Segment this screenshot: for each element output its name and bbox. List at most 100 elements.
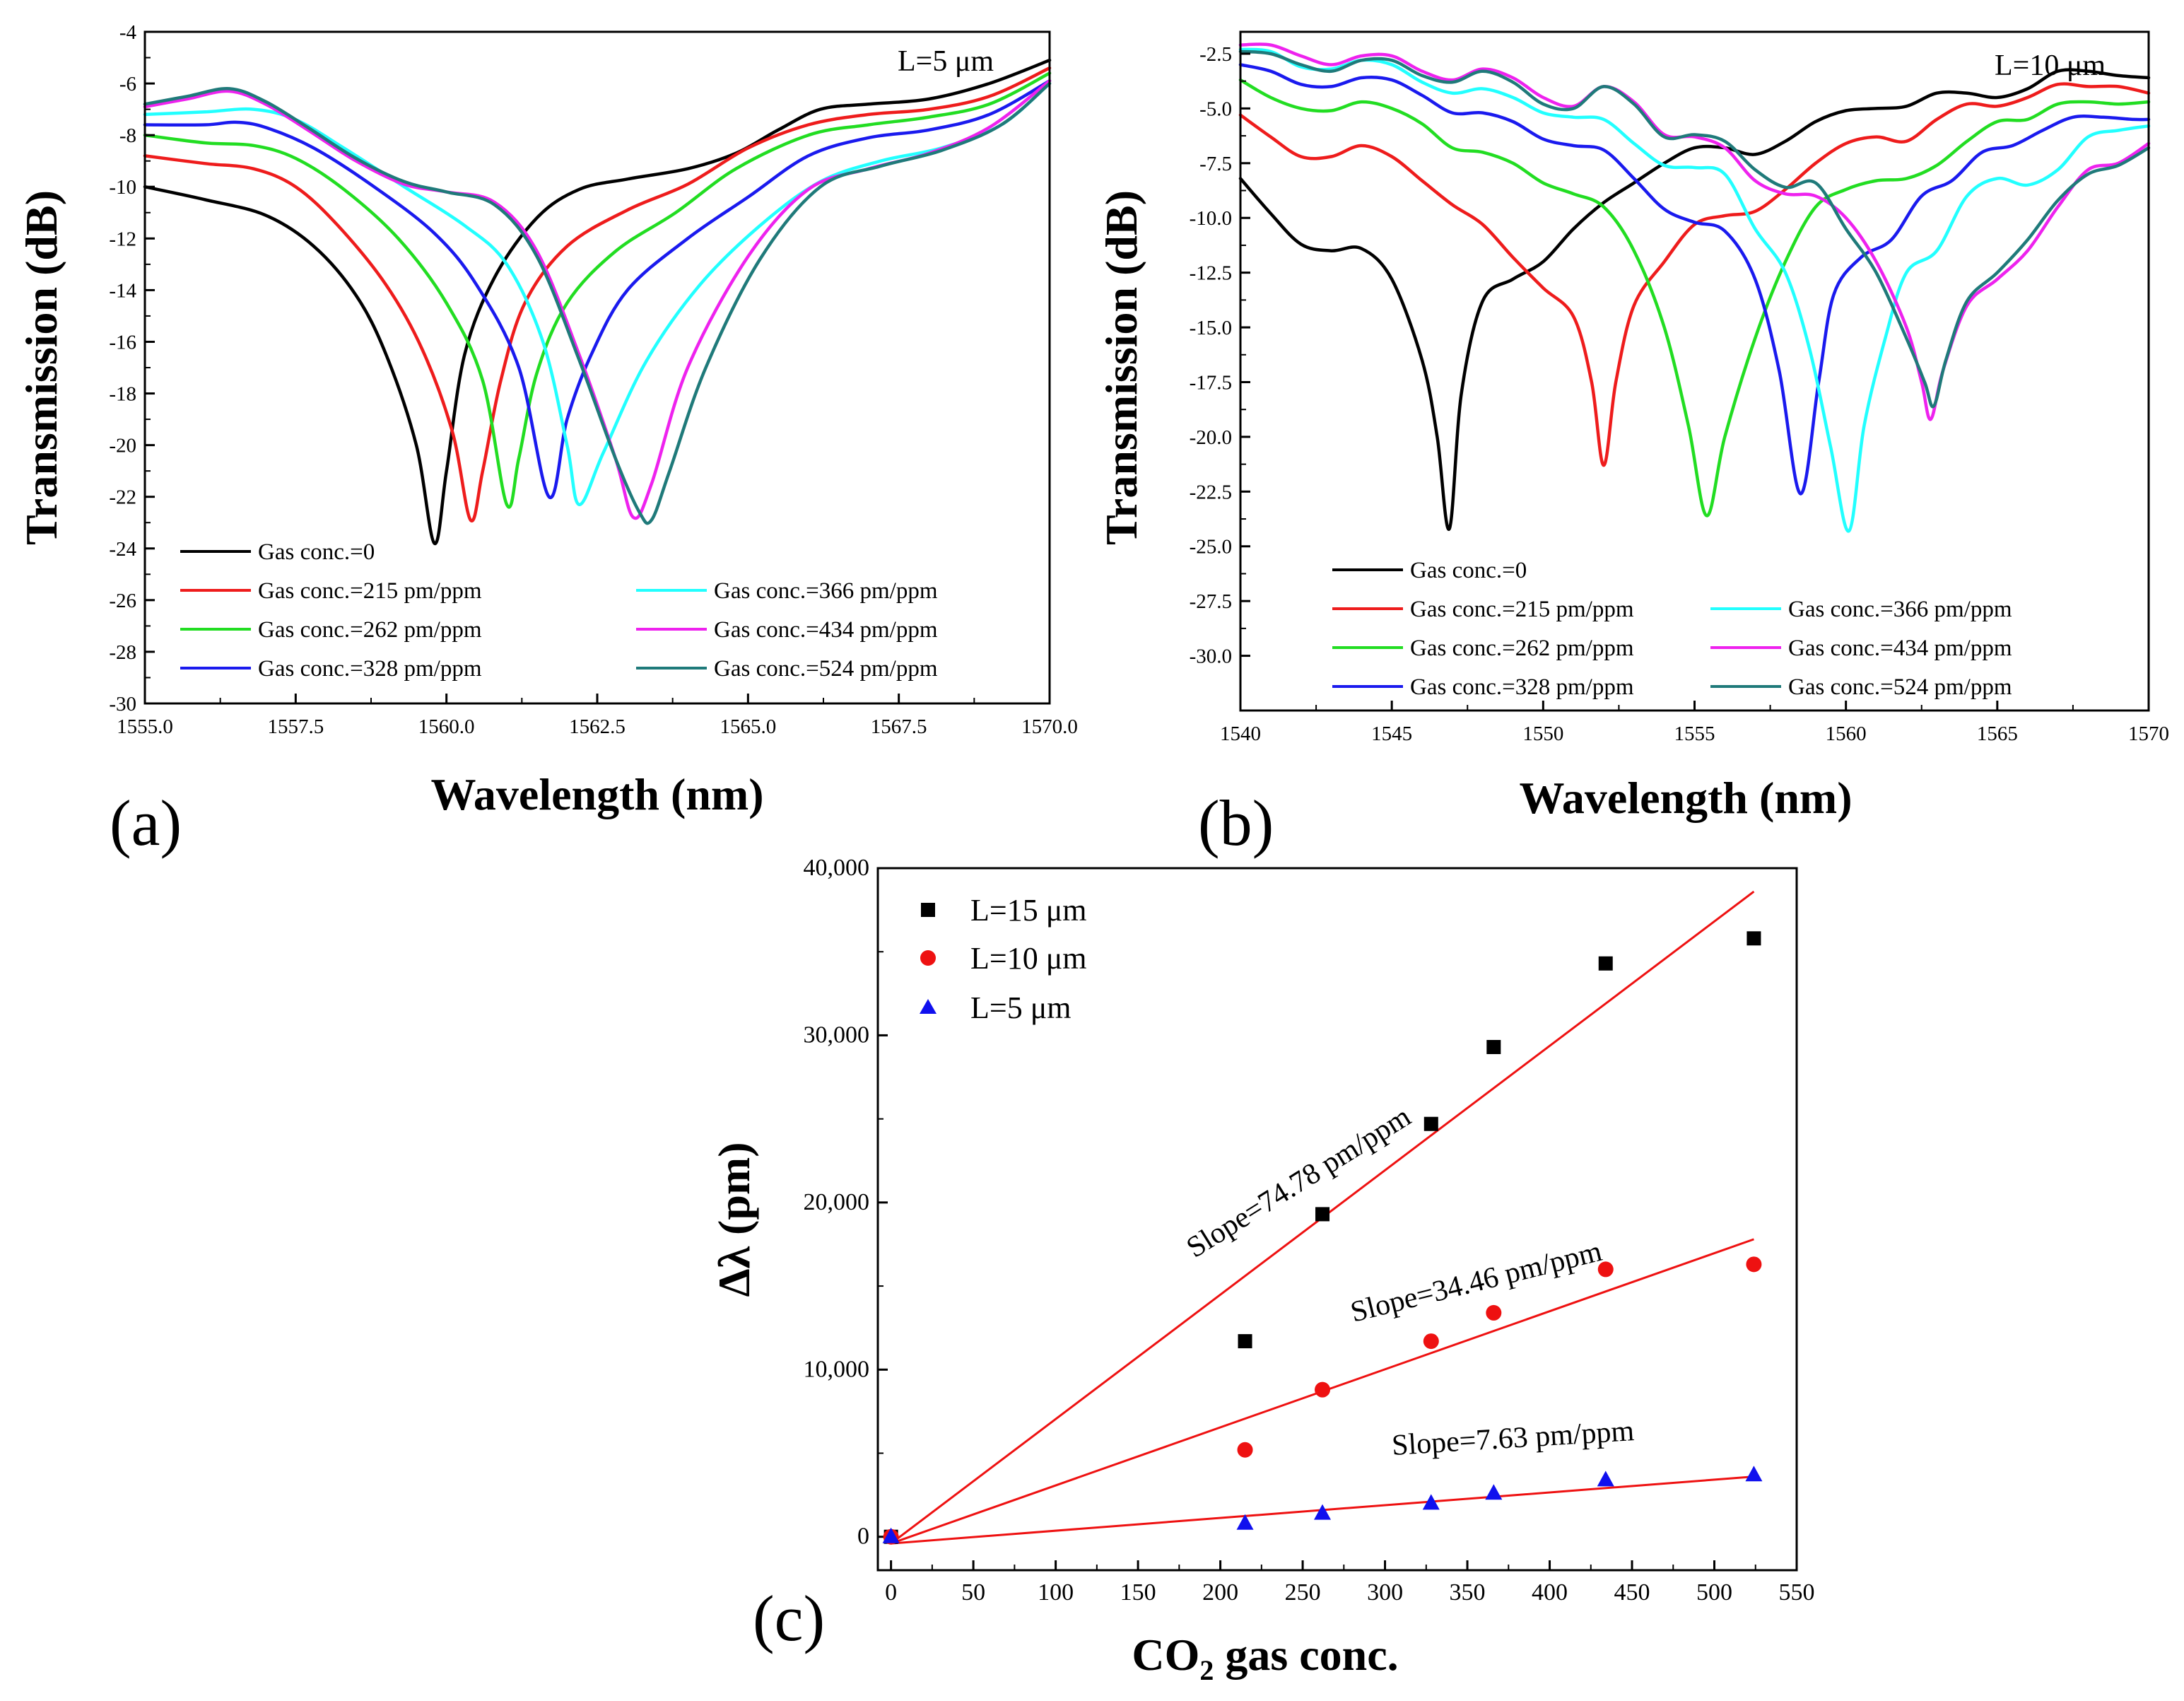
panel-b-legend-label-0: Gas conc.=0 [1410,558,1527,583]
panel-c-point-square [1315,1207,1330,1222]
panel-a-legend-label-4: Gas conc.=366 pm/ppm [714,578,938,604]
panel-b-legend-label-2: Gas conc.=262 pm/ppm [1410,636,1634,661]
panel-a-y-tick-label: -16 [109,331,136,353]
panel-a-series-lines [143,58,1052,545]
panel-c-point-circle [1423,1333,1439,1350]
panel-a-legend: Gas conc.=0 Gas conc.=215 pm/ppm Gas con… [180,539,938,682]
panel-a-y-tick-label: -24 [109,538,136,561]
panel-c-point-triangle [1485,1484,1503,1500]
panel-c-x-tick-label: 150 [1120,1579,1156,1606]
panel-c-x-tick-label: 350 [1450,1579,1486,1606]
panel-c-y-tick-label: 10,000 [804,1356,870,1382]
panel-c-x-tick-label: 200 [1202,1579,1238,1606]
panel-a-y-tick-label: -14 [109,279,136,302]
panel-c-legend-marker-2 [920,999,937,1014]
panel-b-y-tick-label: -17.5 [1190,371,1232,394]
panel-c-x-tick-label: 0 [885,1579,897,1606]
panel-b-plot-frame [1239,30,2150,712]
panel-a-x-tick-label: 1567.5 [871,715,927,738]
panel-a-x-tick-label: 1562.5 [569,715,626,738]
panel-b-y-tick-label: -12.5 [1190,262,1232,285]
panel-b-x-tick-label: 1570 [2128,723,2169,745]
panel-c-ticks: 0 50 100 150 200 250 300 350 400 450 500 550 0 10,000… [804,855,1815,1606]
panel-b-y-tick-label: -22.5 [1190,481,1232,503]
panel-a-series-line-2 [143,71,1052,509]
panel-b-y-tick-label: -2.5 [1199,43,1232,66]
panel-a-y-tick-label: -10 [109,176,136,199]
panel-b-x-tick-label: 1540 [1220,723,1261,745]
panel-a-series-line-4 [143,81,1052,506]
panel-b-annotation: L=10 μm [1995,49,2106,82]
panel-a-x-tick-label: 1560.0 [418,715,475,738]
panel-c-x-tick-label: 550 [1779,1579,1815,1606]
panel-a-series-line-0 [143,58,1052,545]
panel-b-legend-label-5: Gas conc.=434 pm/ppm [1788,636,2012,661]
panel-c-point-triangle [1422,1494,1440,1510]
panel-a-legend-label-5: Gas conc.=434 pm/ppm [714,617,938,643]
panel-b-legend-label-6: Gas conc.=524 pm/ppm [1788,674,2012,700]
panel-c-point-square [1486,1039,1501,1054]
panel-c-point-circle [1486,1304,1502,1321]
panel-a-x-tick-label: 1570.0 [1021,715,1078,738]
panel-a-x-tick-label: 1555.0 [117,715,173,738]
panel-b-y-tick-label: -10.0 [1190,207,1232,230]
panel-c-x-axis-label: CO2 gas conc. [1132,1630,1398,1686]
panel-c-point-square [1238,1334,1252,1349]
panel-a-y-tick-label: -20 [109,435,136,457]
panel-b-x-tick-label: 1565 [1977,723,2018,745]
panel-b-legend: Gas conc.=0 Gas conc.=215 pm/ppm Gas con… [1332,558,2012,700]
panel-a-legend-label-6: Gas conc.=524 pm/ppm [714,656,938,682]
panel-c-legend-label-2: L=5 μm [970,990,1072,1025]
panel-c-x-tick-label: 50 [961,1579,985,1606]
panel-a-y-tick-label: -26 [109,590,136,612]
panel-c-point-square [1423,1116,1438,1131]
panel-c-x-axis-label-main: CO [1132,1630,1199,1680]
panel-b-y-tick-label: -15.0 [1190,317,1232,339]
panel-c-point-triangle [882,1527,900,1543]
panel-b-y-tick-label: -27.5 [1190,590,1232,613]
panel-b-label: (b) [1198,787,1274,859]
panel-a-series-line-3 [143,79,1052,499]
panel-b-x-axis-label: Wavelength (nm) [1519,773,1852,823]
panel-c-legend-label-1: L=10 μm [970,941,1087,976]
panel-c-point-circle [1315,1381,1331,1398]
panel-c-legend-marker-0 [921,903,935,917]
panel-b-legend-label-1: Gas conc.=215 pm/ppm [1410,597,1634,622]
panel-a-y-tick-label: -22 [109,486,136,509]
panel-b-y-tick-label: -5.0 [1199,98,1232,120]
panel-b-y-tick-label: -25.0 [1190,536,1232,559]
panel-a-x-tick-label: 1565.0 [720,715,776,738]
panel-a-legend-label-1: Gas conc.=215 pm/ppm [258,578,482,604]
panel-a-y-tick-label: -28 [109,641,136,664]
panel-a-y-tick-label: -18 [109,383,136,406]
panel-b-x-tick-label: 1550 [1522,723,1563,745]
panel-a: 1555.0 1557.5 1560.0 1562.5 1565.0 1567.5 1570… [16,21,1078,859]
panel-c-legend: L=15 μm L=10 μm L=5 μm [920,893,1087,1025]
panel-b-series-line-5 [1238,42,2151,421]
panel-b: 1540 1545 1550 1555 1560 1565 1570 -2.5 -5.0 -7.5… [1096,30,2169,859]
panel-a-ticks: 1555.0 1557.5 1560.0 1562.5 1565.0 1567.5 1570… [109,21,1078,738]
panel-b-legend-label-4: Gas conc.=366 pm/ppm [1788,597,2012,622]
panel-c-x-axis-label-sub: 2 [1199,1654,1214,1686]
panel-c-x-tick-label: 450 [1614,1579,1650,1606]
panel-a-legend-label-0: Gas conc.=0 [258,539,375,565]
panel-a-y-tick-label: -6 [119,73,136,95]
panel-a-x-axis-label: Wavelength (nm) [430,769,763,819]
panel-a-legend-label-2: Gas conc.=262 pm/ppm [258,617,482,643]
panel-c-y-tick-label: 30,000 [804,1022,870,1048]
panel-c-x-tick-label: 500 [1696,1579,1732,1606]
panel-b-y-axis-label: Transmission (dB) [1096,190,1146,545]
panel-a-y-tick-label: -12 [109,228,136,250]
panel-c-point-circle [1597,1261,1614,1278]
panel-b-x-tick-label: 1560 [1826,723,1867,745]
panel-b-y-tick-label: -20.0 [1190,426,1232,449]
panel-b-x-tick-label: 1555 [1674,723,1715,745]
panel-a-plot-frame [143,30,1051,705]
panel-c-y-tick-label: 20,000 [804,1189,870,1215]
panel-c-y-tick-label: 0 [857,1524,869,1550]
panel-b-ticks: 1540 1545 1550 1555 1560 1565 1570 -2.5 -5.0 -7.5… [1190,43,2169,745]
panel-c-x-axis-label-tail: gas conc. [1214,1630,1398,1680]
panel-c-y-axis-label: Δλ (pm) [709,1142,759,1297]
panel-c-x-tick-label: 250 [1285,1579,1321,1606]
